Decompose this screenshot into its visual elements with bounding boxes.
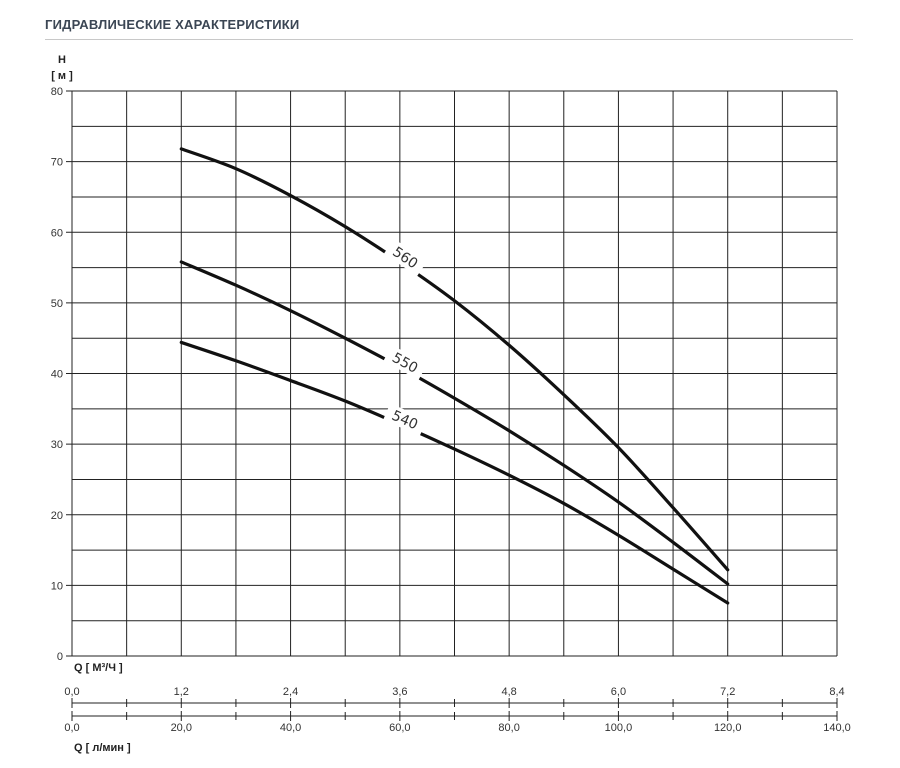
y-tick-label: 20 xyxy=(51,510,63,522)
x-axis-label-2: Q [ л/мин ] xyxy=(74,742,131,754)
x-tick-label: 3,6 xyxy=(392,686,407,698)
x-tick-label: 0,0 xyxy=(64,722,79,734)
y-tick-label: 30 xyxy=(51,439,63,451)
x-axis-lmin: 0,0 20,0 40,0 60,0 80,0 100,0 120,0 140,0 xyxy=(64,711,851,734)
y-tick-labels: 0 10 20 30 40 50 60 70 80 xyxy=(51,86,72,663)
curve-label-bg xyxy=(383,403,427,436)
y-tick-label: 60 xyxy=(51,227,63,239)
curve-560 xyxy=(179,147,730,572)
curve-540 xyxy=(179,340,730,605)
x-tick-label: 8,4 xyxy=(829,686,844,698)
x-tick-label: 20,0 xyxy=(171,722,192,734)
x-tick-label: 4,8 xyxy=(501,686,516,698)
y-tick-label: 0 xyxy=(57,651,63,663)
x-tick-label: 100,0 xyxy=(605,722,633,734)
x-tick-label: 60,0 xyxy=(389,722,410,734)
x-axis-m3h: 0,0 1,2 2,4 3,6 4,8 6,0 7,2 8,4 xyxy=(64,686,845,708)
page-title: ГИДРАВЛИЧЕСКИЕ ХАРАКТЕРИСТИКИ xyxy=(45,17,300,32)
x-tick-label: 120,0 xyxy=(714,722,742,734)
curve-label-bg xyxy=(383,238,428,277)
curve-label-bg xyxy=(383,344,428,381)
x-axis-label: Q [ М³/Ч ] xyxy=(74,662,123,674)
x-tick-label: 6,0 xyxy=(611,686,626,698)
y-tick-label: 10 xyxy=(51,580,63,592)
x-tick-label: 40,0 xyxy=(280,722,301,734)
title-divider xyxy=(45,39,853,40)
y-tick-label: 70 xyxy=(51,157,63,169)
x-tick-label: 0,0 xyxy=(64,686,79,698)
curves xyxy=(179,147,730,605)
x-tick-label: 80,0 xyxy=(498,722,519,734)
curve-550 xyxy=(179,260,730,586)
x-tick-label: 1,2 xyxy=(174,686,189,698)
y-tick-label: 80 xyxy=(51,86,63,98)
y-tick-label: 50 xyxy=(51,298,63,310)
y-axis-unit: [ м ] xyxy=(51,70,73,82)
x-tick-label: 2,4 xyxy=(283,686,298,698)
grid xyxy=(71,90,838,657)
x-tick-label: 140,0 xyxy=(823,722,851,734)
y-tick-label: 40 xyxy=(51,369,63,381)
x-tick-label: 7,2 xyxy=(720,686,735,698)
y-axis-label: H xyxy=(58,54,66,66)
